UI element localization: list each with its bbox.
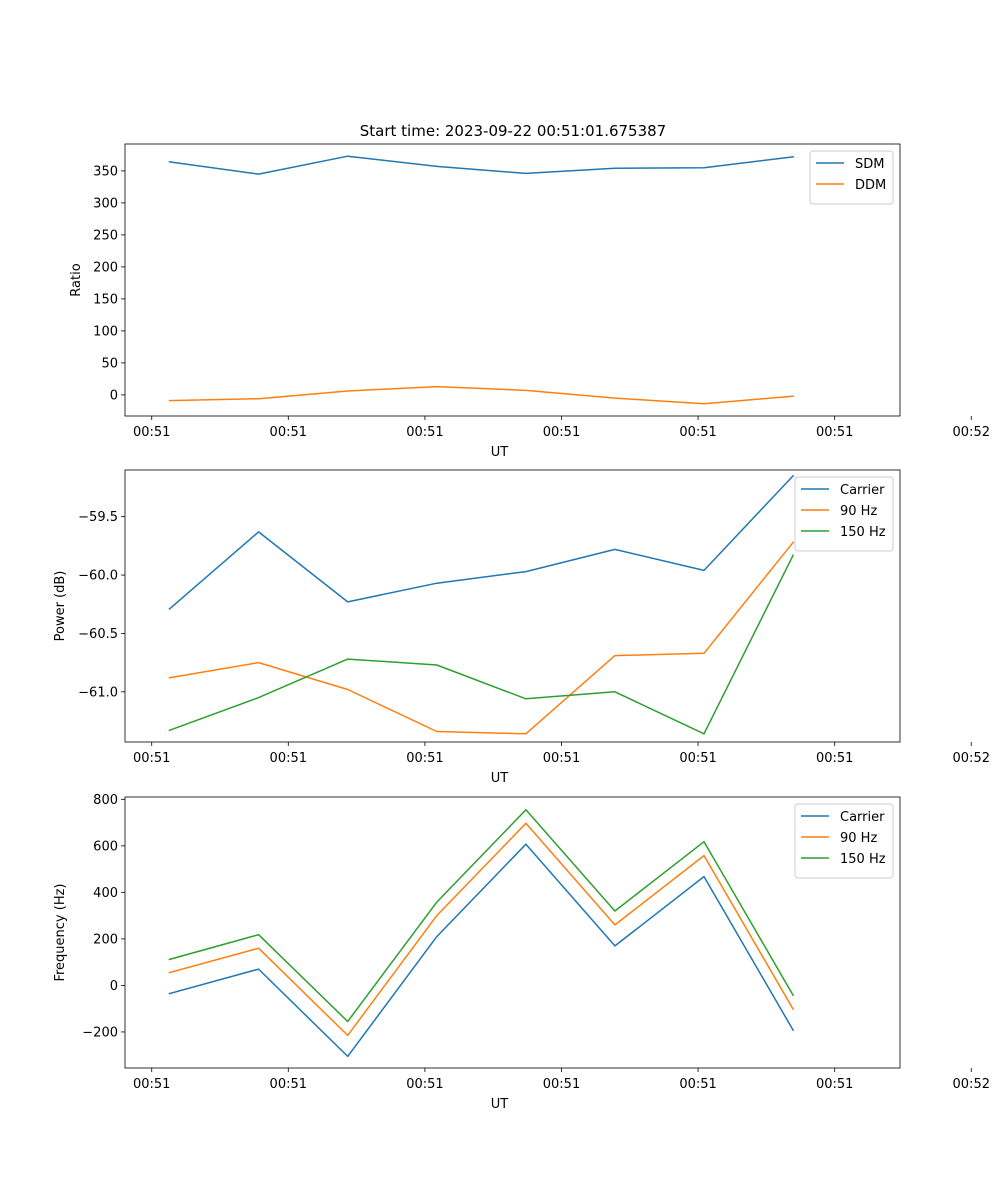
y-tick-label: −60.0 [78, 569, 118, 584]
series-line-150-hz [168, 809, 795, 1023]
x-tick-label: 00:51 [679, 1077, 716, 1092]
x-tick-label: 00:51 [406, 1077, 443, 1092]
y-tick-label: −200 [82, 1025, 118, 1040]
y-tick-label: 400 [93, 886, 118, 901]
figure-title: Start time: 2023-09-22 00:51:01.675387 [360, 122, 666, 140]
legend: Carrier 90 Hz 150 Hz [794, 803, 894, 879]
x-tick-label: 00:51 [816, 1077, 853, 1092]
y-tick-label: 150 [93, 292, 118, 307]
x-tick-label: 00:51 [270, 1077, 307, 1092]
legend-label: 90 Hz [840, 504, 877, 519]
y-tick-label: −61.0 [78, 685, 118, 700]
chart-2: 00:51 00:51 00:51 00:51 00:51 00:51 00:52 −61.0… [53, 469, 990, 786]
y-axis-label: Power (dB) [53, 571, 68, 642]
x-tick-label: 00:52 [953, 1077, 990, 1092]
x-axis-label: UT [491, 1097, 509, 1112]
legend-label: SDM [855, 157, 884, 172]
x-tick-label: 00:52 [953, 751, 990, 766]
y-tick-label: 350 [93, 164, 118, 179]
y-tick-label: 0 [110, 979, 118, 994]
y-tick-label: 300 [93, 196, 118, 211]
series-line-sdm [168, 155, 794, 175]
y-tick-label: 200 [93, 932, 118, 947]
x-tick-label: 00:51 [133, 425, 170, 440]
legend-label: 90 Hz [840, 831, 877, 846]
y-tick-label: 0 [110, 388, 118, 403]
y-axis-label: Frequency (Hz) [53, 883, 68, 981]
x-axis-label: UT [491, 771, 509, 786]
axes-frame [124, 143, 901, 417]
x-tick-label: 00:52 [953, 425, 990, 440]
legend-label: Carrier [840, 810, 885, 825]
chart-3: 00:51 00:51 00:51 00:51 00:51 00:51 00:52 −200 0… [53, 793, 990, 1112]
y-tick-label: 50 [101, 356, 118, 371]
legend: SDM DDM [809, 150, 894, 205]
legend-box [794, 803, 894, 879]
x-tick-label: 00:51 [543, 751, 580, 766]
y-tick-label: 100 [93, 324, 118, 339]
x-axis-label: UT [491, 445, 509, 460]
series-line-carrier [168, 474, 795, 610]
series-line-carrier [168, 843, 795, 1058]
x-tick-label: 00:51 [816, 425, 853, 440]
y-tick-label: −59.5 [78, 510, 118, 525]
x-tick-label: 00:51 [679, 751, 716, 766]
x-tick-label: 00:51 [679, 425, 716, 440]
x-tick-label: 00:51 [270, 751, 307, 766]
axes-frame [124, 796, 901, 1069]
legend-box [809, 150, 894, 205]
series-line-ddm [168, 385, 794, 405]
y-tick-label: 200 [93, 260, 118, 275]
y-tick-label: 800 [93, 793, 118, 808]
legend-label: DDM [855, 178, 886, 193]
series-line-90-hz [168, 541, 795, 735]
series-line-150-hz [168, 554, 795, 735]
y-tick-label: 250 [93, 228, 118, 243]
axes-frame [124, 469, 901, 743]
y-tick-label: 600 [93, 839, 118, 854]
legend-label: 150 Hz [840, 525, 886, 540]
legend-label: Carrier [840, 483, 885, 498]
chart-1: 00:51 00:51 00:51 00:51 00:51 00:51 00:52 0 50 10… [69, 143, 990, 460]
x-tick-label: 00:51 [133, 1077, 170, 1092]
x-tick-label: 00:51 [133, 751, 170, 766]
x-tick-label: 00:51 [543, 425, 580, 440]
y-tick-label: −60.5 [78, 627, 118, 642]
x-tick-label: 00:51 [406, 425, 443, 440]
legend-label: 150 Hz [840, 852, 886, 867]
x-tick-label: 00:51 [816, 751, 853, 766]
x-tick-label: 00:51 [406, 751, 443, 766]
series-line-90-hz [168, 822, 795, 1037]
x-tick-label: 00:51 [543, 1077, 580, 1092]
y-axis-label: Ratio [69, 263, 84, 296]
legend-box [794, 476, 894, 552]
legend: Carrier 90 Hz 150 Hz [794, 476, 894, 552]
x-tick-label: 00:51 [270, 425, 307, 440]
